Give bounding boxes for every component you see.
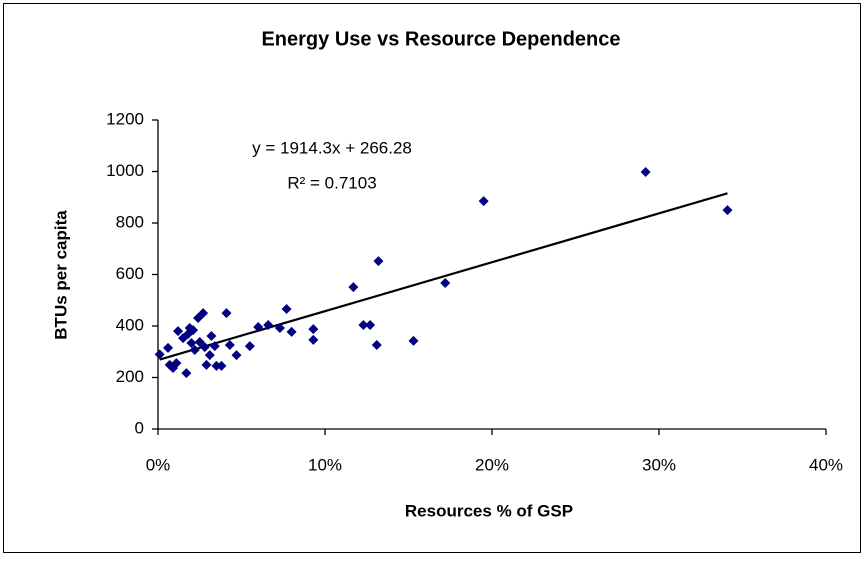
trendline	[159, 192, 728, 361]
data-point	[224, 340, 235, 351]
data-point	[274, 323, 285, 334]
data-point	[308, 324, 319, 335]
data-point	[286, 326, 297, 337]
data-point	[173, 326, 184, 337]
y-tick-label: 1200	[106, 109, 144, 128]
x-tick-label: 20%	[475, 455, 509, 474]
data-point	[263, 319, 274, 330]
data-point	[209, 341, 220, 352]
data-point	[722, 205, 733, 216]
y-tick-label: 800	[116, 212, 144, 231]
data-point	[188, 325, 199, 336]
data-point	[348, 282, 359, 293]
data-point	[201, 359, 212, 370]
x-axis-title: Resources % of GSP	[405, 501, 573, 520]
r-squared: R² = 0.7103	[287, 173, 376, 192]
y-tick-label: 200	[116, 367, 144, 386]
data-point	[163, 342, 174, 353]
data-point	[408, 335, 419, 346]
data-point	[371, 340, 382, 351]
data-point	[231, 350, 242, 361]
data-point	[358, 319, 369, 330]
data-point	[365, 319, 376, 330]
chart-border	[3, 3, 861, 553]
plot-area: 0 200 400 600 800 1000 1200 0% 10% 20% 30% 40%	[106, 109, 843, 474]
data-point	[206, 331, 217, 342]
data-point	[211, 360, 222, 371]
data-point	[216, 360, 227, 371]
y-tick-label: 1000	[106, 161, 144, 180]
data-point	[640, 167, 651, 178]
chart-title: Energy Use vs Resource Dependence	[261, 28, 620, 50]
data-point	[221, 308, 232, 319]
data-point	[189, 344, 200, 355]
y-tick-label: 400	[116, 315, 144, 334]
data-point	[171, 358, 182, 369]
data-point	[194, 336, 205, 347]
data-point	[440, 277, 451, 288]
y-tick-label: 0	[135, 418, 144, 437]
data-point	[204, 350, 215, 361]
data-point	[281, 304, 292, 315]
data-point	[308, 334, 319, 345]
data-point	[181, 368, 192, 379]
data-point	[244, 341, 255, 352]
data-point	[198, 308, 209, 319]
data-point	[373, 256, 384, 267]
x-tick-label: 40%	[809, 455, 843, 474]
y-tick-label: 600	[116, 264, 144, 283]
data-point	[154, 349, 165, 360]
data-point	[253, 322, 264, 333]
data-point	[478, 196, 489, 207]
x-tick-label: 10%	[308, 455, 342, 474]
x-tick-label: 30%	[642, 455, 676, 474]
trendline-equation: y = 1914.3x + 266.28	[252, 138, 412, 157]
data-point	[186, 337, 197, 348]
y-axis-title: BTUs per capita	[51, 210, 70, 340]
data-point	[199, 342, 210, 353]
x-tick-label: 0%	[146, 455, 171, 474]
